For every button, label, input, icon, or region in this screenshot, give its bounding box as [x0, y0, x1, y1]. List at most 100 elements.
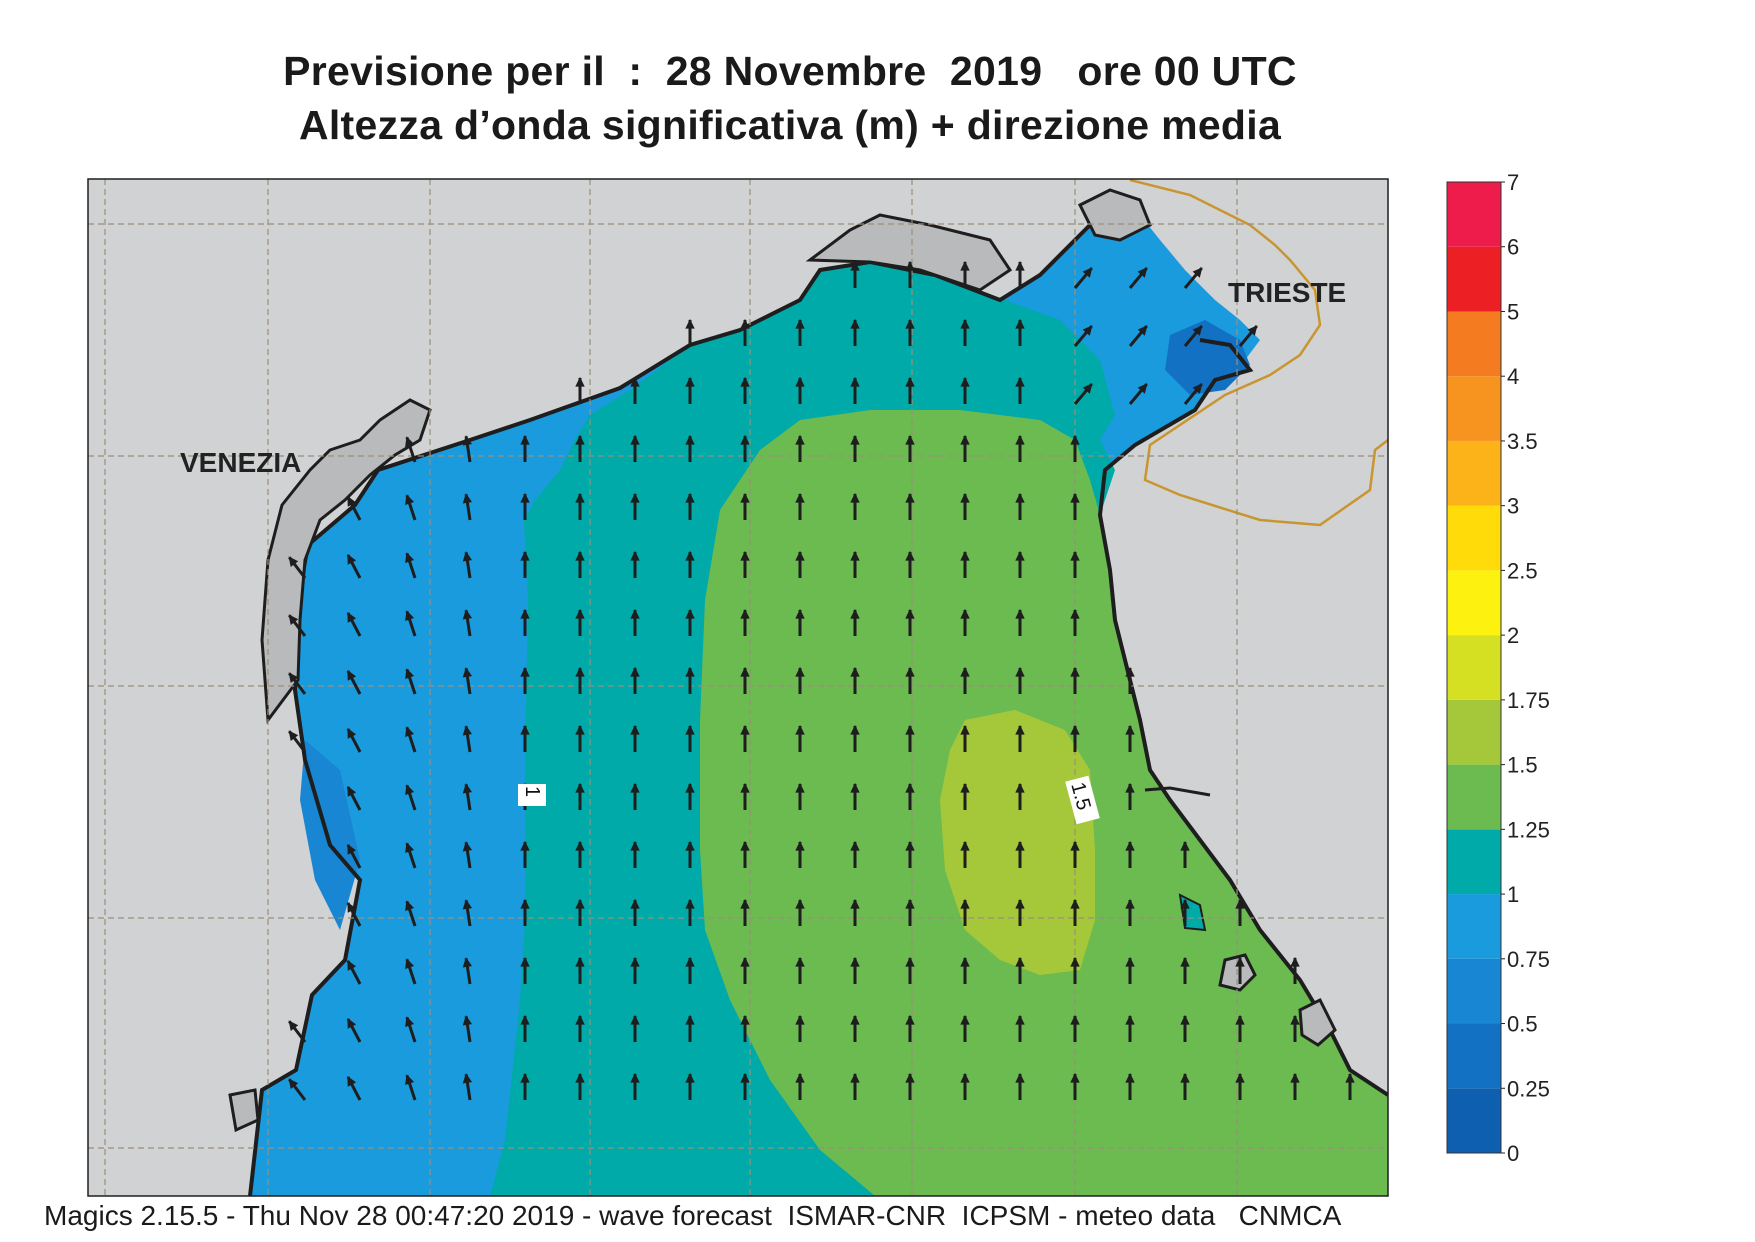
svg-text:1: 1	[521, 786, 543, 797]
direction-arrow-head	[462, 841, 473, 852]
legend-label: 1.75	[1507, 688, 1550, 713]
graticule	[88, 179, 1388, 1196]
direction-arrow-head	[960, 492, 970, 503]
direction-arrow-head	[850, 782, 860, 793]
legend-label: 2	[1507, 623, 1519, 648]
direction-arrow-head	[960, 898, 970, 909]
direction-arrow-head	[347, 901, 357, 913]
map-subtitle: Altezza d’onda significativa (m) + direz…	[298, 102, 1282, 148]
direction-arrow-head	[405, 552, 415, 563]
direction-arrow-head	[1015, 666, 1025, 677]
direction-arrow-head	[740, 840, 750, 851]
legend-swatch	[1447, 311, 1501, 377]
direction-arrow-head	[685, 1072, 695, 1083]
legend-swatch	[1447, 699, 1501, 765]
footer-credits: Magics 2.15.5 - Thu Nov 28 00:47:20 2019…	[44, 1200, 1342, 1231]
direction-arrow-head	[520, 724, 530, 735]
direction-arrow-head	[850, 260, 860, 271]
direction-arrow-head	[1290, 1014, 1300, 1025]
direction-arrow-head	[850, 376, 860, 387]
direction-arrow-head	[462, 783, 473, 794]
legend-label: 3	[1507, 494, 1519, 519]
direction-arrow-head	[520, 1072, 530, 1083]
direction-arrow-head	[630, 898, 640, 909]
direction-arrow-head	[1247, 325, 1258, 336]
legend-label: 0.5	[1507, 1012, 1538, 1037]
direction-arrow-head	[1125, 724, 1135, 735]
direction-arrow-head	[1070, 898, 1080, 909]
direction-arrow-head	[630, 724, 640, 735]
direction-arrow-head	[1180, 840, 1190, 851]
legend-label: 4	[1507, 364, 1519, 389]
direction-arrow-head	[1180, 956, 1190, 967]
direction-arrow-head	[520, 956, 530, 967]
direction-arrow-head	[740, 492, 750, 503]
direction-arrow-head	[850, 318, 860, 329]
direction-arrow-head	[905, 666, 915, 677]
direction-arrow-head	[795, 376, 805, 387]
direction-arrow-head	[960, 434, 970, 445]
direction-arrow-head	[905, 318, 915, 329]
direction-arrow-head	[795, 724, 805, 735]
direction-arrow-head	[685, 782, 695, 793]
direction-arrow-head	[1070, 492, 1080, 503]
direction-arrow-head	[405, 436, 415, 447]
direction-arrow-head	[1015, 260, 1025, 271]
direction-arrow-head	[1235, 898, 1245, 909]
direction-arrow-head	[905, 550, 915, 561]
direction-arrow-head	[347, 785, 357, 797]
contour-label-1: 1	[518, 784, 546, 806]
direction-arrow-head	[1070, 434, 1080, 445]
legend-label: 3.5	[1507, 429, 1538, 454]
legend-label: 0.75	[1507, 947, 1550, 972]
direction-arrow-head	[575, 1014, 585, 1025]
direction-arrow-head	[575, 608, 585, 619]
direction-arrow-head	[850, 956, 860, 967]
direction-arrow-head	[1015, 840, 1025, 851]
direction-arrow-head	[520, 1014, 530, 1025]
direction-arrow-head	[685, 434, 695, 445]
direction-arrow-head	[740, 550, 750, 561]
direction-arrow-head	[405, 842, 415, 853]
direction-arrow-head	[1070, 666, 1080, 677]
direction-arrow-head	[1070, 840, 1080, 851]
direction-arrow-head	[347, 843, 357, 855]
direction-arrow-head	[1345, 1072, 1355, 1083]
direction-arrow-head	[905, 1014, 915, 1025]
direction-arrow-head	[347, 727, 357, 739]
direction-arrow-head	[795, 1014, 805, 1025]
direction-arrow-head	[960, 666, 970, 677]
direction-arrow-head	[1070, 1014, 1080, 1025]
direction-arrow-head	[960, 724, 970, 735]
direction-arrow-head	[740, 956, 750, 967]
direction-arrow-head	[960, 376, 970, 387]
direction-arrow-head	[905, 840, 915, 851]
legend-swatch	[1447, 570, 1501, 636]
legend-label: 7	[1507, 170, 1519, 195]
direction-arrow-head	[685, 666, 695, 677]
direction-arrow-head	[740, 666, 750, 677]
legend-label: 1.25	[1507, 817, 1550, 842]
direction-arrow-head	[1015, 608, 1025, 619]
grado-lagoon	[1077, 188, 1152, 242]
direction-arrow-head	[1070, 724, 1080, 735]
direction-arrow-head	[288, 556, 299, 567]
direction-arrow-head	[1235, 1014, 1245, 1025]
direction-arrow-head	[905, 434, 915, 445]
direction-arrow-head	[630, 434, 640, 445]
direction-arrow-head	[462, 725, 473, 736]
direction-arrow-head	[575, 956, 585, 967]
direction-arrow-head	[630, 840, 640, 851]
border-line	[1129, 179, 1388, 527]
direction-arrow-head	[575, 550, 585, 561]
direction-arrow-head	[520, 898, 530, 909]
direction-arrow-head	[1070, 608, 1080, 619]
direction-arrow-head	[462, 551, 473, 562]
direction-arrow-head	[795, 1072, 805, 1083]
direction-arrow-head	[462, 667, 473, 678]
direction-arrow-head	[740, 434, 750, 445]
direction-arrow-head	[405, 1074, 415, 1085]
direction-arrow-head	[740, 1072, 750, 1083]
direction-arrow-head	[685, 550, 695, 561]
